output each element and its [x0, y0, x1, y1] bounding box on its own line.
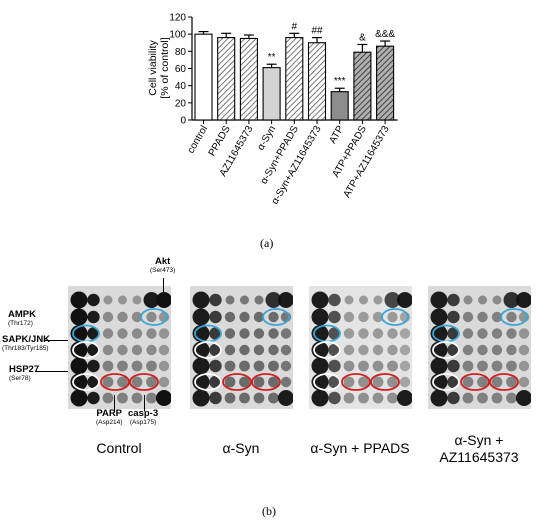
blot-membrane: [428, 286, 532, 409]
parp-circle: [100, 373, 130, 391]
significance-mark: ##: [311, 26, 323, 37]
y-tick-label: 20: [175, 98, 187, 109]
significance-mark: #: [292, 21, 298, 32]
sapk-circle: [432, 341, 460, 359]
hsp27-circle: [313, 373, 341, 391]
casp3-circle: [489, 373, 519, 391]
akt-circle: [500, 308, 528, 326]
blot-membrane: [190, 286, 294, 409]
casp3-circle: [251, 373, 281, 391]
significance-mark: &&&: [375, 29, 395, 40]
hsp27-label: HSP27 (Ser78): [9, 364, 40, 383]
bar: [285, 37, 304, 121]
akt-circle: [262, 308, 290, 326]
sapk-circle: [313, 341, 341, 359]
y-tick-label: 100: [169, 30, 186, 41]
blot-membrane: [68, 286, 172, 409]
akt-leader: [163, 278, 164, 292]
akt-circle: [140, 308, 168, 326]
hsp27-leader: [35, 371, 68, 372]
blot-caption: α-Syn + PPADS: [310, 440, 410, 456]
bar: [217, 37, 236, 121]
hsp27-circle: [72, 373, 100, 391]
parp-label: PARP (Asp214): [96, 408, 123, 427]
parp-circle: [222, 373, 252, 391]
y-axis-label: Cell viability[% of control]: [147, 37, 171, 98]
bar: [353, 51, 372, 121]
significance-mark: **: [268, 52, 276, 63]
ampk-label: AMPK (Thr172): [8, 309, 36, 328]
blot-caption: Control: [96, 440, 142, 456]
x-tick-label: α-Syn: [255, 124, 278, 152]
hsp27-circle: [194, 373, 222, 391]
y-tick-label: 40: [175, 81, 187, 92]
hsp27-circle: [432, 373, 460, 391]
chart-bars: **# ##***& &&&: [194, 21, 395, 121]
panel-label-a: (a): [260, 236, 274, 250]
parp-circle: [460, 373, 490, 391]
bar: [194, 33, 213, 121]
sapk-label: SAPK/JNK (Thr183/Tyr185): [2, 334, 51, 353]
panel-label-b: (b): [262, 504, 276, 518]
akt-circle: [381, 308, 409, 326]
blot-membrane: [309, 286, 413, 409]
casp3-circle: [129, 373, 159, 391]
bar: [330, 91, 349, 121]
y-tick-label: 60: [175, 64, 187, 75]
casp3-label: casp-3 (Asp175): [128, 408, 159, 427]
bar: [262, 67, 281, 121]
significance-mark: &: [359, 32, 366, 43]
y-tick-label: 120: [169, 13, 186, 24]
blot-caption: α-Syn: [222, 440, 260, 456]
significance-mark: ***: [334, 76, 346, 87]
parp-circle: [341, 373, 371, 391]
parp-leader: [114, 395, 115, 411]
casp3-leader: [144, 395, 145, 411]
bar: [307, 42, 327, 121]
y-tick-label: 0: [180, 116, 186, 127]
bar: [239, 37, 258, 121]
casp3-circle: [370, 373, 400, 391]
x-tick-label: ATP: [327, 124, 346, 146]
sapk-leader: [44, 340, 68, 341]
sapk-circle: [194, 341, 222, 359]
blot-caption: α-Syn + AZ11645373: [439, 432, 519, 465]
y-tick-label: 80: [175, 47, 187, 58]
akt-label: Akt (Ser473): [150, 256, 176, 275]
x-tick-label: control: [186, 124, 211, 155]
sapk-circle: [72, 341, 100, 359]
bar: [376, 45, 395, 121]
